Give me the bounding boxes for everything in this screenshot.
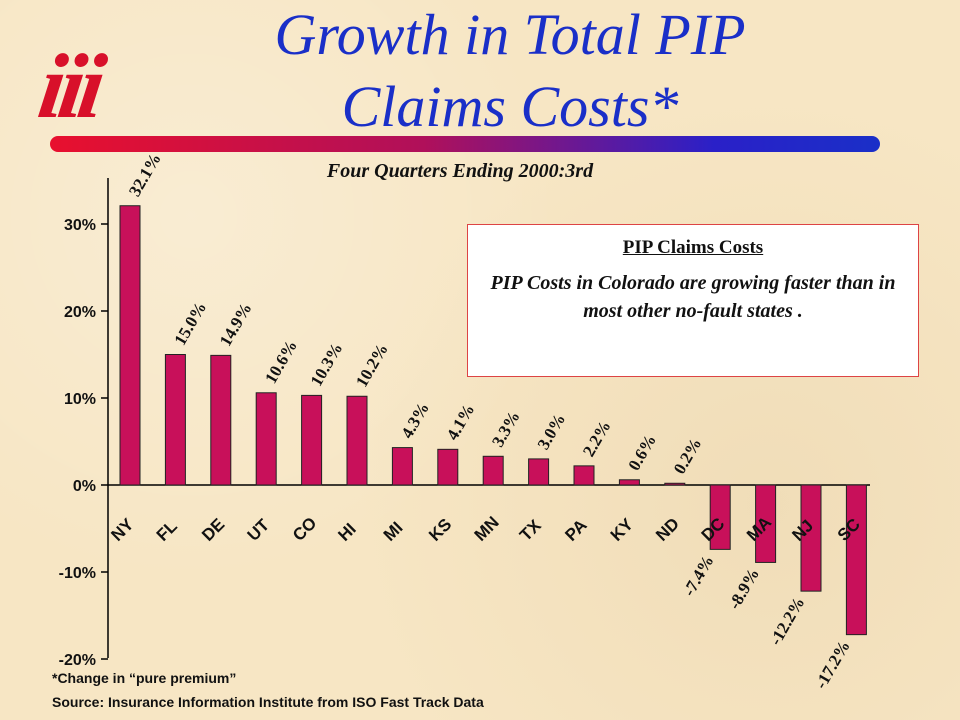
data-label: 3.3%: [488, 408, 524, 451]
bar-tx: [528, 458, 550, 486]
x-tick-label: FL: [153, 517, 181, 545]
bar-ny: [119, 205, 141, 486]
data-label: 0.6%: [624, 431, 660, 474]
data-label: -17.2%: [811, 637, 854, 692]
x-tick-label: DE: [198, 515, 228, 545]
x-tick-label: CO: [289, 513, 320, 544]
x-tick-label: KY: [607, 514, 638, 545]
y-tick-label: -20%: [59, 652, 96, 669]
data-label: 14.9%: [216, 299, 256, 349]
title-divider: [50, 136, 880, 152]
x-tick-label: TX: [516, 516, 545, 545]
x-tick-label: ND: [652, 514, 683, 545]
data-label: -8.9%: [725, 565, 763, 613]
data-label: -7.4%: [679, 552, 717, 600]
x-tick-label: UT: [244, 515, 274, 545]
bar-ma: [755, 484, 777, 563]
x-tick-label: MN: [471, 513, 503, 545]
y-tick-label: 30%: [64, 217, 96, 234]
source-note: Source: Insurance Information Institute …: [52, 694, 484, 710]
y-tick-label: 0%: [73, 478, 96, 495]
data-label: 0.2%: [670, 435, 706, 478]
data-label: 3.0%: [534, 410, 570, 453]
chart-subtitle: Four Quarters Ending 2000:3rd: [326, 160, 594, 182]
bar-fl: [164, 354, 186, 486]
bar-mi: [391, 447, 413, 486]
x-tick-label: PA: [561, 516, 590, 545]
data-label: 10.6%: [261, 337, 301, 387]
bar-co: [301, 394, 323, 486]
bar-mn: [482, 455, 504, 486]
bar-nd: [664, 482, 686, 486]
callout-box: PIP Claims Costs PIP Costs in Colorado a…: [467, 224, 919, 377]
bar-de: [210, 354, 232, 486]
y-tick-label: 20%: [64, 304, 96, 321]
page-title-line2: Claims Costs*: [341, 74, 679, 139]
bar-dc: [709, 484, 731, 550]
bar-ks: [437, 448, 459, 486]
callout-body: PIP Costs in Colorado are growing faster…: [490, 272, 896, 322]
data-label: 15.0%: [170, 299, 210, 349]
x-tick-label: KS: [425, 515, 455, 545]
data-label: 2.2%: [579, 417, 615, 460]
y-tick-label: 10%: [64, 391, 96, 408]
bar-ky: [618, 479, 640, 486]
bar-pa: [573, 465, 595, 486]
data-label: 32.1%: [125, 150, 165, 200]
data-label: 10.3%: [307, 339, 347, 389]
data-label: -12.2%: [766, 594, 809, 649]
y-tick-label: -10%: [59, 565, 96, 582]
x-tick-label: NY: [107, 514, 138, 545]
bar-nj: [800, 484, 822, 592]
x-tick-label: MI: [380, 518, 407, 545]
data-label: 10.2%: [352, 340, 392, 390]
data-label: 4.1%: [443, 401, 479, 444]
bar-hi: [346, 395, 368, 486]
page-title-line1: Growth in Total PIP: [274, 2, 746, 67]
footnote: *Change in “pure premium”: [52, 670, 237, 686]
callout-heading: PIP Claims Costs: [622, 237, 764, 258]
data-label: 4.3%: [397, 399, 433, 442]
bar-sc: [845, 484, 867, 636]
bar-ut: [255, 392, 277, 486]
x-tick-label: HI: [334, 519, 359, 544]
